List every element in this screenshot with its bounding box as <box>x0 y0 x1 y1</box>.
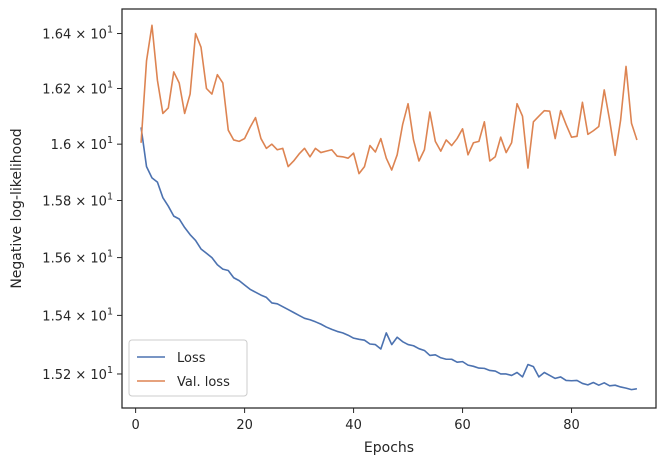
legend-box <box>128 339 248 397</box>
series-line-val-loss <box>140 24 638 175</box>
y-tick-label: 1.6 × 101 <box>51 135 113 153</box>
x-tick-label: 40 <box>345 418 362 433</box>
x-axis: 0 20 40 60 80 <box>131 408 580 433</box>
x-tick-label: 0 <box>131 418 139 433</box>
series-line-loss <box>140 127 638 391</box>
x-axis-label: Epochs <box>364 440 414 456</box>
legend: Loss Val. loss <box>128 339 248 397</box>
y-axis: 1.52 × 101 1.54 × 101 1.56 × 101 1.58 × 101… <box>42 25 122 383</box>
y-tick-label: 1.52 × 101 <box>42 365 113 383</box>
plot-area <box>121 8 657 409</box>
y-tick-label: 1.64 × 101 <box>42 25 113 43</box>
series-layer <box>140 24 638 391</box>
axes-frame <box>121 8 657 409</box>
x-tick-label: 60 <box>454 418 471 433</box>
x-tick-label: 20 <box>236 418 253 433</box>
legend-label: Loss <box>177 351 206 366</box>
y-tick-label: 1.56 × 101 <box>42 249 113 267</box>
legend-label: Val. loss <box>177 375 230 390</box>
x-tick-label: 80 <box>563 418 580 433</box>
y-tick-label: 1.54 × 101 <box>42 306 113 324</box>
y-tick-label: 1.58 × 101 <box>42 192 113 210</box>
y-axis-label: Negative log-likelihood <box>9 128 25 288</box>
y-tick-label: 1.62 × 101 <box>42 79 113 97</box>
